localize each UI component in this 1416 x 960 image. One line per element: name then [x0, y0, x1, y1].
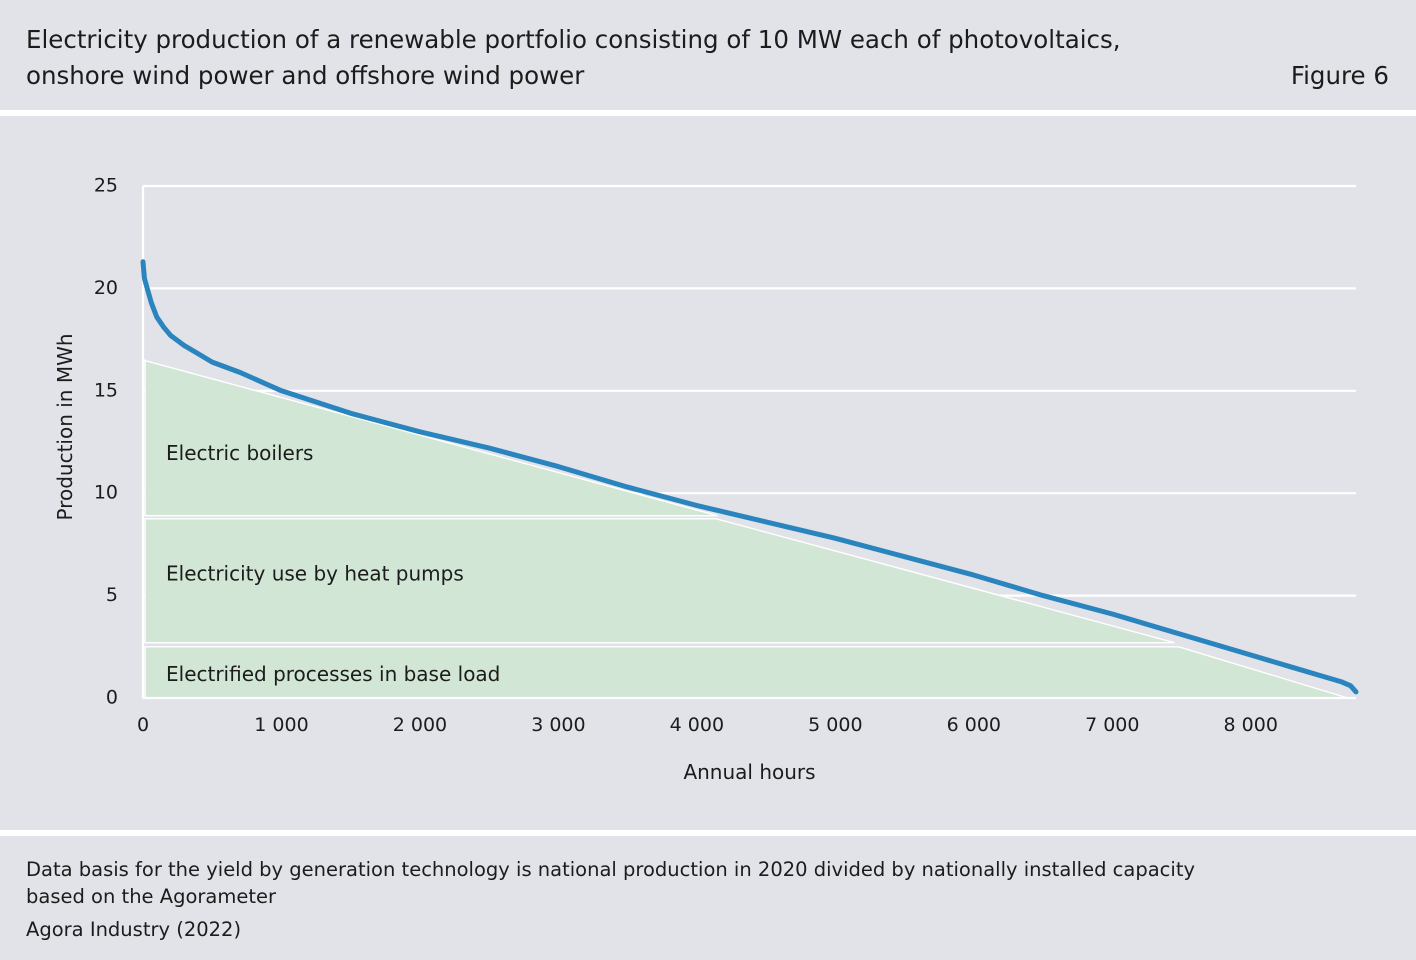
- source-credit: Agora Industry (2022): [26, 918, 242, 941]
- x-tick-label: 8 000: [1224, 714, 1278, 736]
- chart-container: Electrified processes in base load Electr…: [0, 116, 1416, 830]
- y-tick-label: 0: [106, 687, 118, 709]
- data-basis-note-line-1: Data basis for the yield by generation t…: [26, 858, 1196, 881]
- area-label-electrified-processes-in-base-load: Electrified processes in base load: [166, 662, 500, 686]
- production-curve: [140, 259, 1359, 695]
- y-tick-label: 20: [94, 277, 118, 299]
- x-tick-label: 4 000: [670, 714, 724, 736]
- figure-number: Figure 6: [1290, 61, 1389, 90]
- x-tick-label: 3 000: [531, 714, 585, 736]
- y-tick-labels: 0 5 10 15 20 25: [94, 175, 118, 709]
- area-electric-boilers: [142, 359, 718, 517]
- x-tick-label: 6 000: [947, 714, 1001, 736]
- area-label-electricity-use-by-heat-pumps: Electricity use by heat pumps: [166, 562, 464, 586]
- footer-divider: [0, 830, 1416, 836]
- chart-title: Electricity production of a renewable po…: [26, 22, 1186, 94]
- x-tick-labels: 0 1 000 2 000 3 000 4 000 5 000 6 000 7 000 8 00…: [137, 714, 1278, 736]
- area-label-electric-boilers: Electric boilers: [166, 441, 313, 465]
- duration-curve-chart: Electrified processes in base load Electr…: [53, 175, 1359, 784]
- chart-title-line-1: Electricity production of a renewable po…: [26, 25, 1121, 54]
- demand-areas: [142, 359, 1348, 699]
- y-tick-label: 10: [94, 482, 118, 504]
- figure-header: Electricity production of a renewable po…: [0, 0, 1416, 110]
- y-tick-label: 5: [106, 584, 118, 606]
- area-electricity-use-by-heat-pumps: [144, 518, 1175, 644]
- x-tick-label: 2 000: [393, 714, 447, 736]
- x-axis-title: Annual hours: [683, 760, 815, 784]
- x-tick-label: 1 000: [254, 714, 308, 736]
- figure-footer: Data basis for the yield by generation t…: [26, 856, 1326, 943]
- y-tick-label: 15: [94, 379, 118, 401]
- chart-title-line-2: onshore wind power and offshore wind pow…: [26, 61, 585, 90]
- x-tick-label: 7 000: [1085, 714, 1139, 736]
- production-series: [140, 259, 1359, 695]
- area-labels: Electrified processes in base load Electr…: [166, 441, 500, 686]
- y-axis-title: Production in MWh: [53, 333, 77, 520]
- y-tick-label: 25: [94, 175, 118, 197]
- x-tick-label: 0: [137, 714, 149, 736]
- header-divider: [0, 110, 1416, 116]
- x-tick-label: 5 000: [808, 714, 862, 736]
- data-basis-note-line-2: based on the Agorameter: [26, 885, 277, 908]
